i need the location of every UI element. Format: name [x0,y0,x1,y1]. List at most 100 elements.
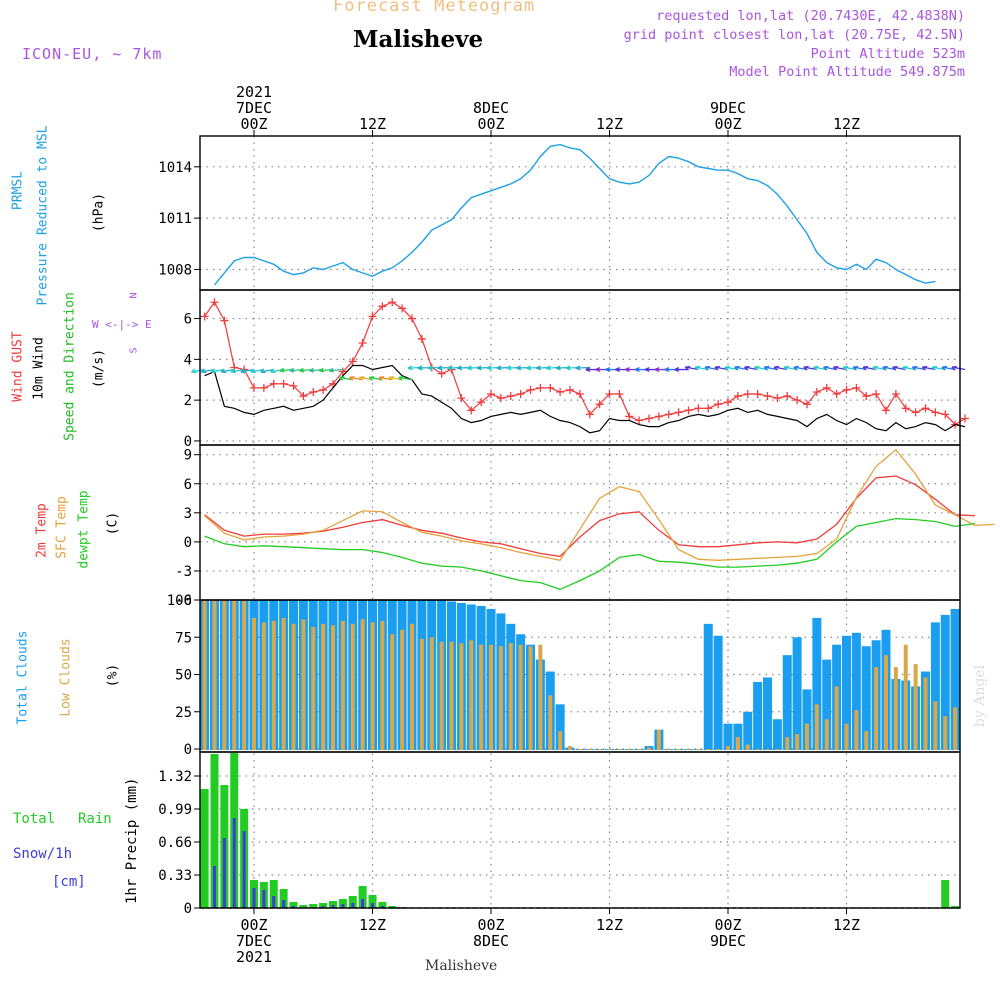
rain-bar [319,903,328,908]
top-axis-label: 00Z [477,115,504,133]
wind-direction-arrow [783,365,798,371]
precip-snow-label: Snow/1h [13,846,73,862]
wind-direction-arrow [931,365,946,371]
total-cloud-bar [950,608,960,751]
total-cloud-bar [930,622,940,751]
snow-bar [213,866,216,908]
pressure-line [213,143,936,286]
low-cloud-bar [953,707,958,751]
bottom-axis-label: 00Z [477,916,504,934]
total-cloud-bar [822,659,832,751]
low-cloud-bar [943,716,948,751]
low-cloud-bar [568,746,572,751]
total-cloud-bar [763,677,772,751]
gust-marker [457,394,466,403]
point-altitude: Point Altitude 523m [810,46,965,62]
gust-marker [309,387,318,396]
wind-direction-arrow [240,368,255,374]
gust-marker [595,400,604,409]
low-cloud-bar [558,731,563,751]
gust-marker [200,312,209,321]
gust-marker [773,394,782,403]
gust-marker [625,412,634,421]
wind-ytick-label: 0 [184,434,192,450]
low-cloud-bar [795,734,800,751]
wind-direction-arrow [694,365,709,371]
gust-marker [812,387,821,396]
gust-marker [506,392,515,401]
wind-direction-arrow [704,365,719,371]
snow-bar [341,904,345,908]
gust-marker [269,379,278,388]
low-cloud-bar [419,638,424,751]
low-cloud-bar [627,749,632,751]
cloud-ytick-label: 100 [167,593,192,609]
low-cloud-bar [893,667,898,751]
gust-marker [664,410,673,419]
wind-direction-arrow [763,365,778,371]
low-cloud-bar [311,626,316,751]
low-cloud-bar [370,622,375,751]
low-cloud-bar [340,620,345,751]
low-cloud-bar [291,623,296,751]
requested-lonlat: requested lon,lat (20.7430E, 42.4838N) [656,8,965,24]
snow-bar [321,906,325,908]
wind-direction-arrow [220,368,235,374]
low-cloud-bar [666,749,671,751]
snow-bar [222,838,226,908]
bottom-axis-label: 12Z [359,916,386,934]
low-cloud-bar [528,646,533,751]
bottom-axis-label: 12Z [833,916,860,934]
low-cloud-bar [854,710,859,751]
wind-direction-arrow [951,365,966,371]
wind-direction-arrow [813,365,827,371]
low-cloud-bar [360,619,365,751]
wind-direction-arrow [773,365,788,371]
low-cloud-bar [498,646,503,751]
low-cloud-bar [271,620,276,751]
pressure-ytick-label: 1014 [158,160,192,176]
gust-marker [803,400,811,409]
precip-panel-frame [199,751,961,909]
low-cloud-bar [400,629,405,751]
rain-bar [210,754,219,908]
low-cloud-bar [439,641,444,751]
precip-rain-label: Rain [78,811,112,827]
total-cloud-bar [842,635,851,751]
total-cloud-bar [753,681,763,751]
wind-direction-arrow [862,365,877,371]
gust-marker [911,408,920,417]
low-cloud-bar [775,749,780,751]
gust-marker [694,404,703,413]
low-cloud-bar [410,623,414,751]
compass-row: W <-|-> E [92,318,152,331]
gust-marker [654,412,663,421]
total-cloud-bar [792,637,802,751]
gust-marker [378,302,387,311]
wind-ytick-label: 6 [184,312,192,328]
gust-marker [220,316,229,325]
gust-marker [546,383,555,392]
rain-bar [299,905,308,908]
wind-direction-arrow [753,365,768,371]
rain-bar [289,902,298,908]
gust-marker [822,383,831,392]
rain-bar [279,889,288,908]
wind-direction-arrow [575,365,590,371]
snow-bar [272,896,276,908]
wind-direction-arrow [724,365,738,371]
wind-direction-arrow [191,368,205,374]
wind-direction-arrow [250,368,264,374]
model-label: ICON-EU, ~ 7km [22,45,163,63]
low-cloud-bar [597,749,602,751]
wind-direction-arrow [902,365,916,371]
precip-ytick-label: 0.66 [158,835,192,851]
temp-ytick-label: 6 [184,477,192,493]
gust-marker [556,387,565,396]
low-cloud-bar [301,619,306,751]
snow-bar [282,900,286,908]
gust-line [204,301,966,426]
gust-marker [585,410,594,419]
gust-marker [496,394,505,403]
top-axis-label: 2021 [236,83,272,101]
